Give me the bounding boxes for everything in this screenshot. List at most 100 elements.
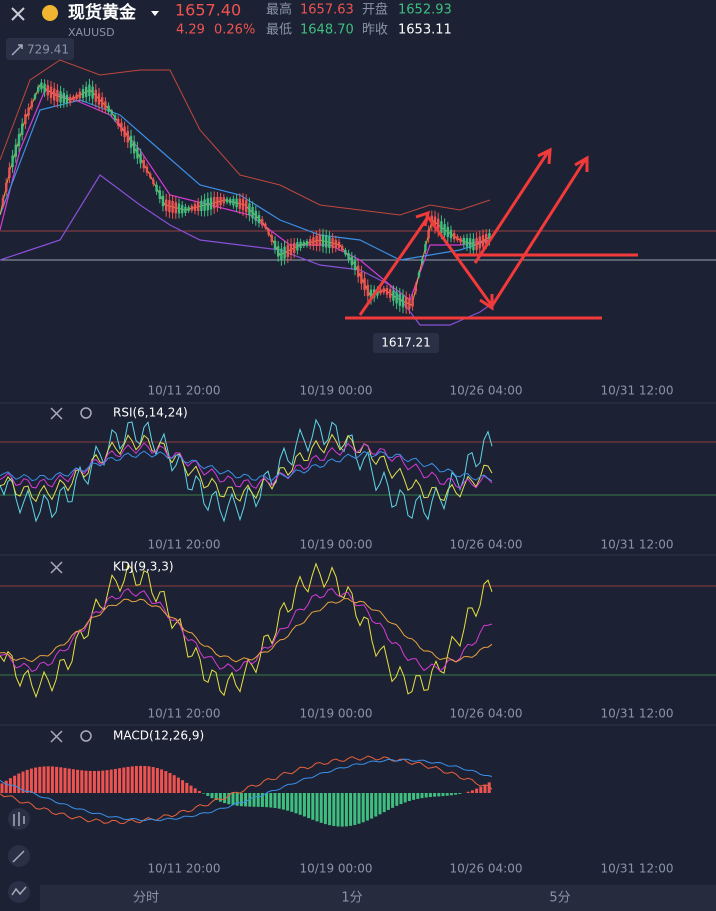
macd-bar: [391, 793, 395, 808]
macd-bar: [189, 785, 193, 793]
candle-body: [449, 229, 453, 239]
candle-body: [299, 241, 302, 248]
macd-bar: [479, 786, 483, 793]
kdj-line: [0, 588, 493, 673]
macd-bar: [290, 793, 294, 812]
macd-bar: [277, 793, 281, 809]
macd-bar: [109, 769, 113, 793]
candle-body: [331, 238, 334, 249]
tab[interactable]: 5分: [549, 891, 570, 906]
candle-body: [213, 197, 216, 209]
candle-body: [21, 123, 24, 135]
expand-icon[interactable]: [11, 44, 23, 56]
drawn-arrows: [358, 147, 589, 316]
macd-bar: [323, 793, 327, 825]
macd-bar: [50, 766, 54, 793]
change: 4.29: [176, 23, 205, 38]
macd-bar: [298, 793, 302, 815]
candle-body: [261, 219, 264, 226]
candle-body: [97, 93, 101, 105]
macd-bar: [155, 768, 159, 793]
rsi-line: [0, 433, 493, 503]
macd-bar: [172, 775, 176, 793]
candle-body: [216, 196, 219, 207]
macd-bar: [113, 768, 117, 793]
macd-bar: [281, 793, 285, 810]
indicator-tools: [50, 407, 92, 743]
macd-bar: [344, 793, 348, 827]
macd-bar: [365, 793, 369, 821]
macd-bar: [160, 769, 164, 793]
macd-bar: [126, 766, 130, 793]
macd-bar: [92, 771, 96, 793]
boll-upper: [0, 59, 491, 216]
macd-bar: [294, 793, 298, 814]
time-label: 10/31 12:00: [601, 862, 674, 876]
time-label: 10/26 04:00: [450, 538, 523, 552]
candle-body: [219, 196, 222, 206]
candle-body: [424, 244, 427, 251]
left-toolbar[interactable]: [8, 808, 30, 903]
candle-body: [309, 239, 312, 246]
macd-bar: [382, 793, 386, 813]
candle-body: [193, 204, 197, 211]
candle-body: [475, 238, 478, 251]
candle-body: [456, 236, 459, 241]
macd-bar: [4, 780, 8, 793]
time-label: 10/11 20:00: [148, 384, 221, 398]
candle-body: [225, 198, 229, 203]
macd-bar: [307, 793, 311, 819]
candle-body: [277, 246, 280, 257]
candle-body: [136, 147, 139, 159]
macd-bar: [76, 769, 80, 793]
macd-bar: [386, 793, 390, 810]
macd-bar: [420, 793, 424, 799]
candle-body: [158, 190, 161, 199]
candle-body: [206, 198, 209, 211]
macd-bar: [210, 793, 214, 799]
candle-body: [328, 236, 331, 248]
time-label: 10/19 00:00: [300, 862, 373, 876]
low-label: 最低: [266, 23, 292, 38]
candle-body: [113, 115, 117, 120]
macd-bar: [168, 772, 172, 793]
macd-bar: [151, 767, 155, 793]
close-button[interactable]: [11, 7, 25, 21]
candle-body: [1, 198, 5, 205]
macd-bar: [17, 773, 21, 793]
candle-body: [56, 89, 59, 102]
macd-bar: [311, 793, 315, 820]
macd-bar: [139, 765, 143, 793]
macd-bar: [428, 793, 432, 798]
candle-body: [293, 242, 296, 253]
macd-bar: [374, 793, 378, 817]
instrument-name[interactable]: 现货黄金: [68, 2, 137, 23]
candle-body: [101, 97, 104, 108]
macd-bar: [332, 793, 336, 826]
candle-body: [110, 110, 113, 115]
top-price-box: [6, 38, 74, 60]
candle-body: [46, 85, 49, 96]
candle-body: [395, 292, 398, 304]
candle-body: [270, 235, 273, 242]
time-label: 10/19 00:00: [300, 384, 373, 398]
macd-bar: [260, 793, 264, 807]
dropdown-arrow[interactable]: [151, 11, 159, 16]
candle-body: [177, 203, 181, 214]
macd-bar: [449, 793, 453, 796]
macd-bar: [34, 767, 38, 793]
candle-body: [65, 94, 69, 104]
candle-body: [88, 84, 91, 97]
tab[interactable]: 1分: [341, 891, 362, 906]
candle-body: [145, 166, 149, 173]
tab[interactable]: 分时: [133, 891, 159, 906]
time-label: 10/11 20:00: [148, 538, 221, 552]
time-label: 10/26 04:00: [450, 384, 523, 398]
candle-body: [437, 218, 440, 231]
candle-body: [181, 205, 184, 214]
candle-body: [382, 288, 385, 293]
macd-bar: [202, 793, 206, 794]
macd-bar: [206, 793, 210, 796]
candle-body: [43, 83, 46, 93]
candle-body: [49, 86, 53, 99]
